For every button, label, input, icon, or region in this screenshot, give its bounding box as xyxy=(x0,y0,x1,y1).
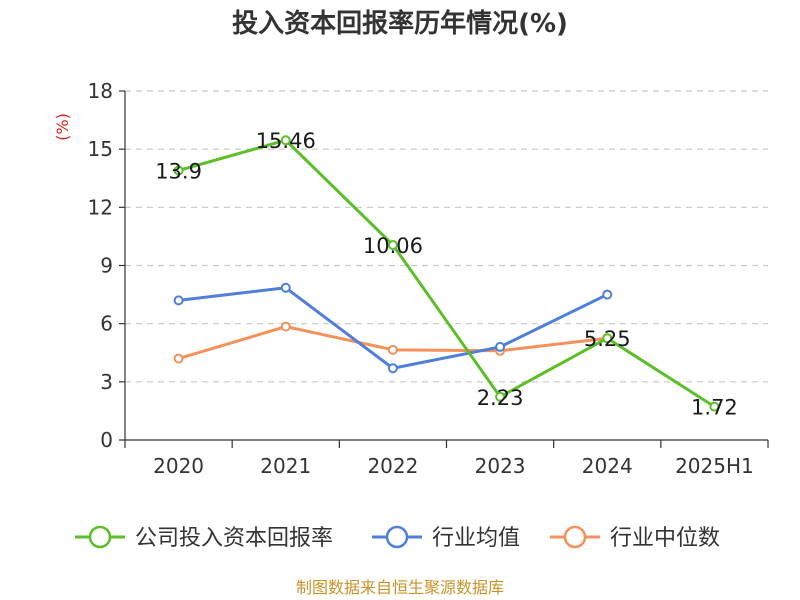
source-note: 制图数据来自恒生聚源数据库 xyxy=(296,578,504,597)
y-axis-unit-label: (%) xyxy=(53,113,72,141)
data-point xyxy=(280,282,291,293)
data-label: 2.23 xyxy=(477,386,524,410)
data-point xyxy=(602,333,613,344)
data-label: 5.25 xyxy=(584,327,631,351)
x-tick-label: 2023 xyxy=(475,454,526,478)
legend-marker xyxy=(563,525,587,549)
legend-marker xyxy=(385,525,409,549)
series-group xyxy=(173,135,720,412)
y-tick-label: 0 xyxy=(100,428,113,452)
x-tick-label: 2024 xyxy=(582,454,633,478)
y-tick-label: 18 xyxy=(88,79,113,103)
data-labels: 13.9 15.46 10.06 2.23 5.25 1.72 xyxy=(155,129,738,419)
x-tick-label: 2022 xyxy=(367,454,418,478)
axes: 0 3 6 9 12 15 18 2020 2021 2022 2023 2024 2025H1 xyxy=(88,79,769,478)
data-point xyxy=(173,165,184,176)
data-label: 10.06 xyxy=(363,234,423,258)
y-tick-label: 15 xyxy=(88,137,113,161)
y-tick-label: 12 xyxy=(88,195,113,219)
legend-label: 行业中位数 xyxy=(610,526,720,551)
data-point xyxy=(709,401,720,412)
gridlines xyxy=(125,90,768,383)
x-tick-label: 2021 xyxy=(260,454,311,478)
legend: 公司投入资本回报率 行业均值 行业中位数 xyxy=(75,525,720,551)
data-label: 15.46 xyxy=(256,129,316,153)
legend-marker xyxy=(88,525,112,549)
data-point xyxy=(280,135,291,146)
series-line xyxy=(178,286,608,370)
data-point xyxy=(173,353,184,364)
data-point xyxy=(280,321,291,332)
legend-label: 公司投入资本回报率 xyxy=(135,526,333,551)
data-point xyxy=(495,341,506,352)
data-point xyxy=(173,295,184,306)
data-label: 13.9 xyxy=(155,159,202,183)
chart-title: 投入资本回报率历年情况(%) xyxy=(232,8,568,39)
data-point xyxy=(495,391,506,402)
y-tick-label: 9 xyxy=(100,254,113,278)
series-line xyxy=(178,138,716,408)
data-point xyxy=(387,344,398,355)
y-tick-label: 3 xyxy=(100,370,113,394)
legend-label: 行业均值 xyxy=(432,526,520,551)
data-label: 1.72 xyxy=(691,396,738,420)
data-point xyxy=(602,289,613,300)
data-point xyxy=(387,363,398,374)
x-tick-label: 2020 xyxy=(153,454,204,478)
x-tick-label: 2025H1 xyxy=(675,454,754,478)
y-tick-label: 6 xyxy=(100,312,113,336)
data-point xyxy=(387,239,398,250)
